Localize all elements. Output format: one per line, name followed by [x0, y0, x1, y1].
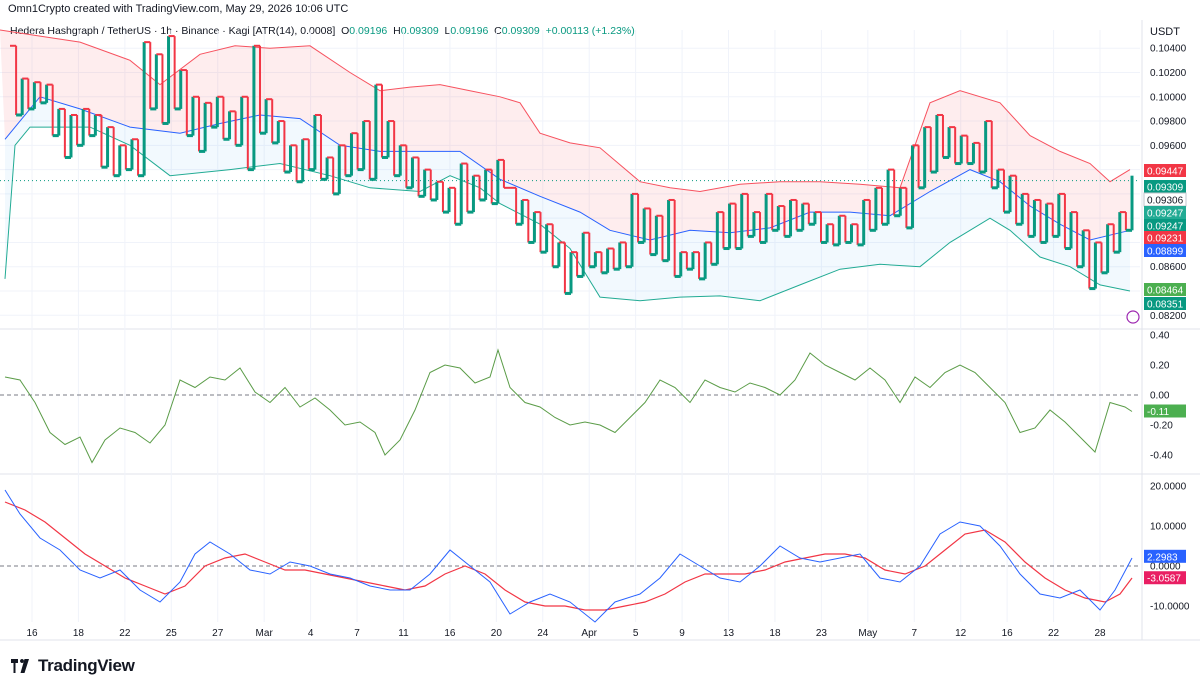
time-tick-label: 12 — [955, 628, 967, 639]
price-tag-value: 0.08464 — [1147, 286, 1184, 297]
time-tick-label: 16 — [444, 628, 456, 639]
slow-last-value: -3.0587 — [1147, 574, 1181, 585]
close-label: C — [494, 25, 502, 37]
time-tick-label: 22 — [119, 628, 131, 639]
open-value: 0.09196 — [349, 25, 388, 37]
price-tag-value: 0.08899 — [1147, 247, 1184, 258]
time-tick-label: 27 — [212, 628, 224, 639]
time-tick-label: May — [858, 628, 877, 639]
osc-last-tag — [1144, 404, 1186, 418]
mom-tick-label: 10.0000 — [1150, 522, 1187, 533]
time-tick-label: 22 — [1048, 628, 1060, 639]
price-tag-value: 0.09231 — [1147, 234, 1184, 245]
upper-band-fill — [0, 30, 1130, 240]
grid — [0, 20, 1200, 641]
price-tick-label: 0.10400 — [1150, 44, 1187, 55]
time-tick-label: 5 — [633, 628, 639, 639]
oscillator-series — [0, 348, 1140, 464]
time-tick-label: 28 — [1094, 628, 1106, 639]
slow-line — [4, 501, 1133, 611]
alert-icon — [1126, 310, 1140, 324]
osc-tick-label: 0.20 — [1150, 361, 1170, 372]
mom-tick-label: 20.0000 — [1150, 482, 1187, 493]
change-value: +0.00113 (+1.23%) — [545, 25, 635, 37]
price-tag — [1144, 219, 1186, 232]
price-tag-value: 0.09247 — [1147, 222, 1184, 233]
mom-tick-label: -10.0000 — [1150, 602, 1190, 613]
time-tick-label: 18 — [769, 628, 781, 639]
lower-band-line — [4, 126, 1131, 302]
brand-name: TradingView — [38, 656, 135, 675]
slow-last-tag — [1144, 571, 1186, 585]
price-tick-label: 0.09600 — [1150, 141, 1187, 152]
price-tag — [1144, 244, 1186, 257]
osc-tick-label: 0.00 — [1150, 391, 1170, 402]
fast-last-value: 2.2983 — [1147, 552, 1178, 563]
time-tick-label: 16 — [1002, 628, 1014, 639]
currency-label[interactable]: USDT — [1150, 26, 1180, 38]
time-tick-label: 18 — [73, 628, 85, 639]
price-tick-label: 0.08600 — [1150, 262, 1187, 273]
low-label: L — [444, 25, 451, 37]
price-tag — [1144, 206, 1186, 219]
time-tick-label: Mar — [256, 628, 274, 639]
time-tick-label: 25 — [166, 628, 178, 639]
open-label: O — [341, 25, 350, 37]
price-tag — [1144, 180, 1186, 193]
kagi-series — [0, 35, 1140, 295]
time-tick-label: 16 — [26, 628, 38, 639]
osc-last-value: -0.11 — [1147, 407, 1169, 418]
close-value: 0.09309 — [501, 25, 540, 37]
mid-band-line — [4, 96, 1131, 241]
lower-band-fill — [5, 96, 1130, 301]
osc-tick-label: -0.40 — [1150, 451, 1173, 462]
price-tick-label: 0.10000 — [1150, 92, 1187, 103]
momentum-series — [0, 489, 1140, 623]
price-tag — [1144, 283, 1186, 296]
fast-line — [4, 489, 1133, 623]
osc-tick-label: 0.40 — [1150, 331, 1170, 342]
price-tick-label: 0.09800 — [1150, 117, 1187, 128]
time-tick-label: 23 — [816, 628, 828, 639]
oscillator-line — [4, 348, 1133, 464]
upper-band-line — [0, 29, 1131, 193]
fast-last-tag — [1144, 549, 1186, 563]
price-tag-value: 0.09447 — [1147, 167, 1184, 178]
price-tag — [1144, 231, 1186, 244]
time-tick-label: 24 — [537, 628, 549, 639]
price-tag — [1144, 297, 1186, 310]
high-value: 0.09309 — [400, 25, 439, 37]
time-tick-label: 7 — [911, 628, 917, 639]
tradingview-logo-icon — [11, 659, 29, 673]
osc-tick-label: -0.20 — [1150, 421, 1173, 432]
price-tags: 0.094470.093090.093060.092470.092470.092… — [1143, 164, 1187, 585]
time-tick-label: 11 — [398, 628, 409, 639]
chart-credit: Omn1Crypto created with TradingView.com,… — [8, 3, 349, 15]
high-label: H — [393, 25, 401, 37]
symbol-title[interactable]: Hedera Hashgraph / TetherUS · 1h · Binan… — [10, 25, 336, 37]
price-tick-label: 0.10200 — [1150, 68, 1187, 79]
time-tick-label: 9 — [679, 628, 685, 639]
footer: TradingView — [8, 655, 135, 677]
mom-tick-label: 0.0000 — [1150, 562, 1181, 573]
time-tick-label: Apr — [581, 628, 597, 639]
price-tag-value: 0.09306 — [1147, 196, 1184, 207]
bands — [0, 29, 1131, 302]
symbol-legend: Hedera Hashgraph / TetherUS · 1h · Binan… — [10, 25, 635, 37]
time-tick-label: 7 — [354, 628, 360, 639]
price-tick-label: 0.08200 — [1150, 311, 1187, 322]
time-tick-label: 4 — [308, 628, 314, 639]
low-value: 0.09196 — [450, 25, 489, 37]
time-tick-label: 20 — [491, 628, 503, 639]
price-tag-value: 0.09247 — [1147, 209, 1184, 220]
price-tag — [1144, 164, 1186, 177]
time-tick-label: 13 — [723, 628, 735, 639]
price-tag-value: 0.09309 — [1147, 183, 1184, 194]
price-tag-value: 0.08351 — [1147, 300, 1184, 311]
